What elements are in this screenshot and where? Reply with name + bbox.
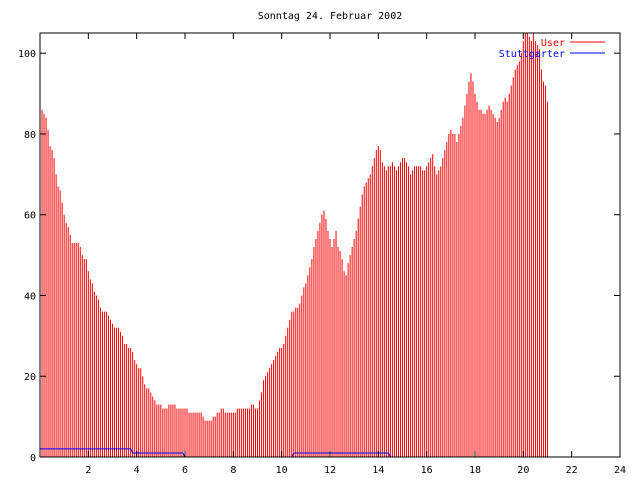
x-tick-label: 4 (134, 465, 140, 476)
x-tick-label: 14 (372, 465, 384, 476)
x-tick-label: 10 (276, 465, 288, 476)
x-tick-label: 24 (614, 465, 626, 476)
y-tick-label: 0 (30, 453, 36, 464)
legend-label-stuttgarter: Stuttgarter (499, 49, 565, 60)
y-tick-label: 80 (24, 130, 36, 141)
y-tick-label: 40 (24, 291, 36, 302)
x-tick-label: 6 (182, 465, 188, 476)
legend: User Stuttgarter (499, 38, 605, 60)
chart-title: Sonntag 24. Februar 2002 (258, 11, 403, 22)
x-tick-label: 2 (85, 465, 91, 476)
x-tick-label: 20 (517, 465, 529, 476)
x-tick-label: 12 (324, 465, 336, 476)
user-series (39, 33, 548, 457)
x-tick-label: 8 (230, 465, 236, 476)
y-tick-label: 20 (24, 372, 36, 383)
y-tick-label: 60 (24, 211, 36, 222)
x-tick-label: 22 (566, 465, 578, 476)
legend-label-user: User (541, 38, 565, 49)
x-tick-label: 18 (469, 465, 481, 476)
x-tick-label: 16 (421, 465, 433, 476)
y-tick-label: 100 (18, 49, 36, 60)
